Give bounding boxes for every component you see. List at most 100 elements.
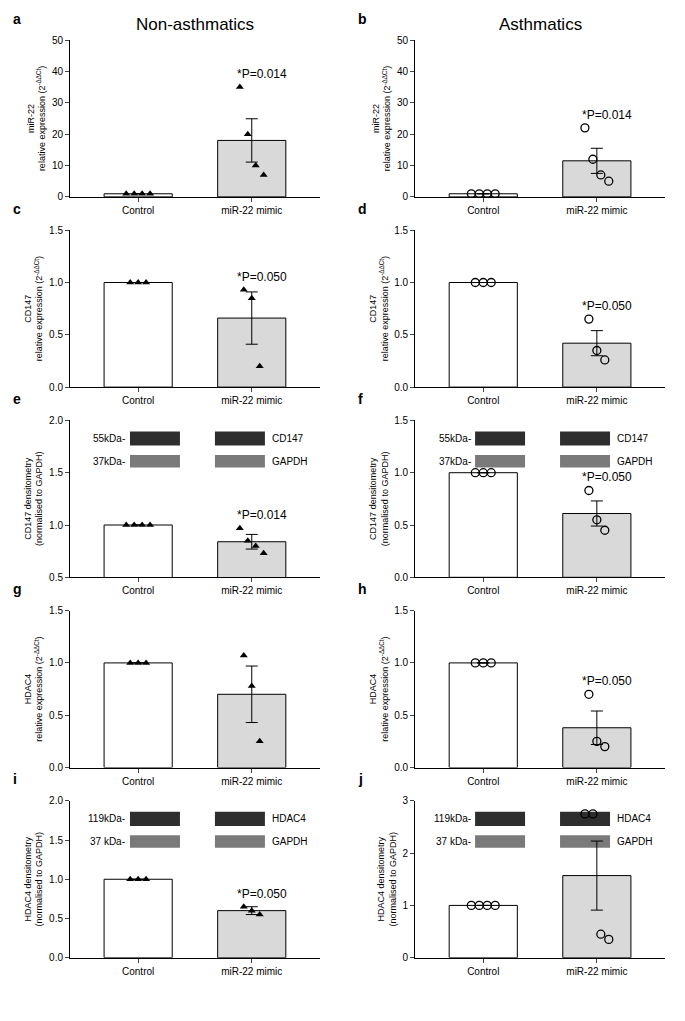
svg-text:*P=0.050: *P=0.050 xyxy=(582,299,632,313)
svg-text:GAPDH: GAPDH xyxy=(272,456,308,467)
svg-text:miR-22 mimic: miR-22 mimic xyxy=(221,966,282,977)
svg-text:*P=0.050: *P=0.050 xyxy=(582,470,632,484)
svg-text:miR-22 mimic: miR-22 mimic xyxy=(566,585,627,596)
svg-text:0.5: 0.5 xyxy=(49,329,63,340)
svg-text:20: 20 xyxy=(397,129,409,140)
svg-text:miR-22 mimic: miR-22 mimic xyxy=(566,205,627,216)
svg-text:20: 20 xyxy=(52,129,64,140)
svg-text:miR-22 mimic: miR-22 mimic xyxy=(221,776,282,787)
svg-text:2: 2 xyxy=(403,848,409,859)
svg-text:miR-22relative expression (2​-: miR-22relative expression (2​-ΔΔCt​) xyxy=(26,66,48,171)
svg-text:37kDa-: 37kDa- xyxy=(439,456,471,467)
svg-text:0: 0 xyxy=(57,191,63,202)
svg-text:CD147 densitometry(normalised: CD147 densitometry(normalised to GAPDH) xyxy=(23,452,45,547)
svg-text:Control: Control xyxy=(122,585,154,596)
svg-text:g: g xyxy=(13,581,22,597)
svg-text:50: 50 xyxy=(397,35,409,46)
svg-text:miR-22 mimic: miR-22 mimic xyxy=(221,585,282,596)
svg-text:c: c xyxy=(13,201,21,217)
svg-text:*P=0.050: *P=0.050 xyxy=(237,887,287,901)
svg-text:37kDa-: 37kDa- xyxy=(93,456,125,467)
svg-text:Control: Control xyxy=(122,966,154,977)
svg-text:CD147relative expression (2​-Δ: CD147relative expression (2​-ΔΔCt​) xyxy=(23,256,45,361)
svg-text:0.5: 0.5 xyxy=(394,329,408,340)
svg-text:1.5: 1.5 xyxy=(49,225,63,236)
svg-text:miR-22relative expression (2​-: miR-22relative expression (2​-ΔΔCt​) xyxy=(371,66,393,171)
svg-text:Control: Control xyxy=(122,205,154,216)
svg-text:Control: Control xyxy=(122,395,154,406)
svg-text:55kDa-: 55kDa- xyxy=(93,433,125,444)
svg-text:HDAC4relative expression (2​-Δ: HDAC4relative expression (2​-ΔΔCt​) xyxy=(368,636,390,741)
svg-text:Control: Control xyxy=(467,966,499,977)
svg-text:*P=0.050: *P=0.050 xyxy=(582,674,632,688)
svg-text:1.0: 1.0 xyxy=(49,520,63,531)
svg-text:CD147 densitometry(normalised: CD147 densitometry(normalised to GAPDH) xyxy=(368,452,390,547)
svg-text:Control: Control xyxy=(467,776,499,787)
svg-text:40: 40 xyxy=(52,66,64,77)
svg-text:0.5: 0.5 xyxy=(394,520,408,531)
svg-text:d: d xyxy=(358,201,367,217)
svg-text:*P=0.014: *P=0.014 xyxy=(582,108,632,122)
svg-text:GAPDH: GAPDH xyxy=(617,456,653,467)
svg-text:30: 30 xyxy=(52,97,64,108)
svg-text:CD147: CD147 xyxy=(272,433,304,444)
svg-text:Control: Control xyxy=(122,776,154,787)
svg-text:1.0: 1.0 xyxy=(49,874,63,885)
svg-text:0.0: 0.0 xyxy=(394,382,408,393)
svg-text:HDAC4 densitometry(normalised: HDAC4 densitometry(normalised to GAPDH) xyxy=(376,832,398,927)
svg-text:a: a xyxy=(13,11,21,27)
svg-text:*P=0.014: *P=0.014 xyxy=(237,67,287,81)
svg-text:10: 10 xyxy=(52,160,64,171)
svg-text:h: h xyxy=(358,581,367,597)
svg-text:*P=0.050: *P=0.050 xyxy=(237,270,287,284)
svg-text:HDAC4: HDAC4 xyxy=(617,813,651,824)
svg-text:miR-22 mimic: miR-22 mimic xyxy=(566,395,627,406)
svg-text:3: 3 xyxy=(403,795,409,806)
svg-text:1.0: 1.0 xyxy=(49,277,63,288)
svg-text:1.5: 1.5 xyxy=(394,415,408,426)
svg-text:HDAC4 densitometry(normalised: HDAC4 densitometry(normalised to GAPDH) xyxy=(23,832,45,927)
svg-text:miR-22 mimic: miR-22 mimic xyxy=(566,776,627,787)
svg-text:1.5: 1.5 xyxy=(49,605,63,616)
svg-text:2.0: 2.0 xyxy=(49,795,63,806)
svg-text:HDAC4relative expression (2​-Δ: HDAC4relative expression (2​-ΔΔCt​) xyxy=(23,636,45,741)
svg-text:0.0: 0.0 xyxy=(49,382,63,393)
svg-text:GAPDH: GAPDH xyxy=(272,836,308,847)
svg-text:50: 50 xyxy=(52,35,64,46)
svg-text:1.5: 1.5 xyxy=(394,225,408,236)
svg-text:1.0: 1.0 xyxy=(394,467,408,478)
svg-text:1.0: 1.0 xyxy=(394,657,408,668)
svg-text:i: i xyxy=(13,771,17,787)
svg-text:0.5: 0.5 xyxy=(49,572,63,583)
svg-text:miR-22 mimic: miR-22 mimic xyxy=(221,205,282,216)
svg-text:Control: Control xyxy=(467,205,499,216)
svg-text:GAPDH: GAPDH xyxy=(617,836,653,847)
svg-text:0.0: 0.0 xyxy=(49,952,63,963)
svg-text:CD147relative expression (2​-Δ: CD147relative expression (2​-ΔΔCt​) xyxy=(368,256,390,361)
svg-text:2.0: 2.0 xyxy=(49,415,63,426)
svg-text:miR-22 mimic: miR-22 mimic xyxy=(566,966,627,977)
svg-text:1.5: 1.5 xyxy=(49,467,63,478)
svg-text:e: e xyxy=(13,391,21,407)
svg-text:*P=0.014: *P=0.014 xyxy=(237,508,287,522)
svg-text:0.5: 0.5 xyxy=(49,710,63,721)
svg-text:119kDa-: 119kDa- xyxy=(434,813,471,824)
svg-text:miR-22 mimic: miR-22 mimic xyxy=(221,395,282,406)
svg-text:j: j xyxy=(358,771,363,787)
svg-text:Control: Control xyxy=(467,395,499,406)
svg-text:0.0: 0.0 xyxy=(394,762,408,773)
svg-text:CD147: CD147 xyxy=(617,433,649,444)
svg-text:1.5: 1.5 xyxy=(49,835,63,846)
svg-text:b: b xyxy=(358,11,367,27)
svg-text:0.5: 0.5 xyxy=(49,913,63,924)
svg-text:1.5: 1.5 xyxy=(394,605,408,616)
svg-text:0: 0 xyxy=(403,952,409,963)
svg-text:HDAC4: HDAC4 xyxy=(272,813,306,824)
svg-text:0.0: 0.0 xyxy=(49,762,63,773)
svg-text:Non-asthmatics: Non-asthmatics xyxy=(136,15,254,34)
svg-text:Control: Control xyxy=(467,585,499,596)
svg-text:0: 0 xyxy=(403,191,409,202)
svg-text:55kDa-: 55kDa- xyxy=(439,433,471,444)
svg-text:119kDa-: 119kDa- xyxy=(88,813,125,824)
svg-text:40: 40 xyxy=(397,66,409,77)
